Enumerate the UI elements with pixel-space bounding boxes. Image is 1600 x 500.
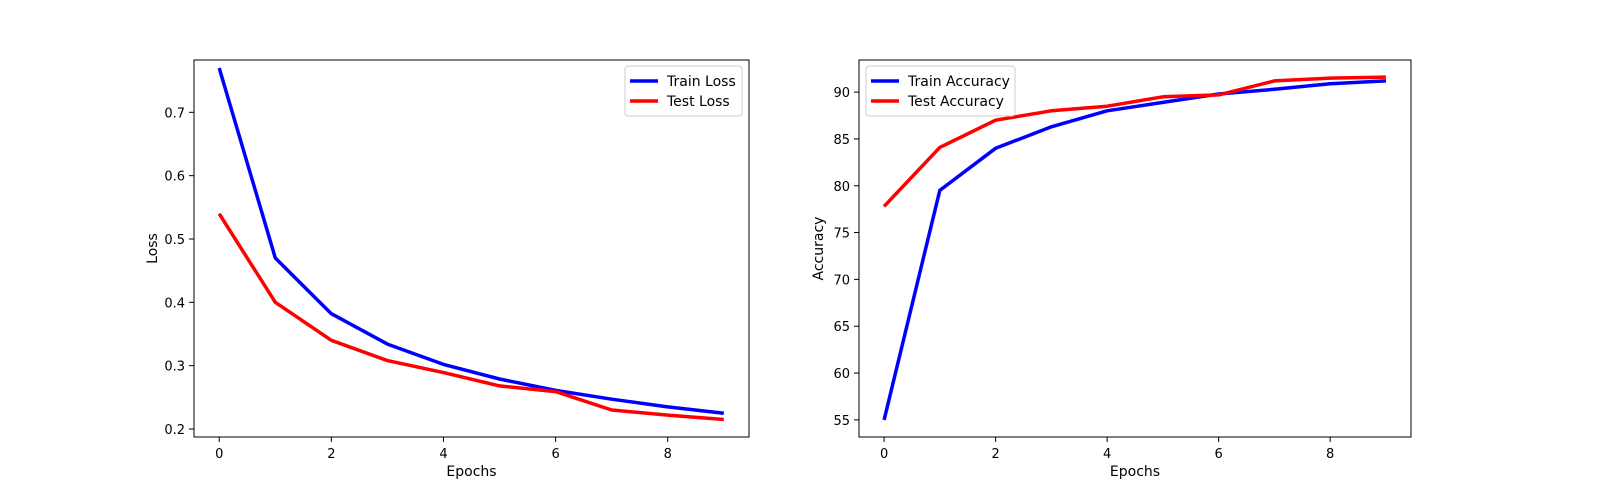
x-tick-label: 8 [664,447,672,462]
x-tick-label: 6 [551,447,559,462]
x-axis-label: Epochs [446,464,496,480]
legend-entry: Train Loss [666,74,736,90]
legend-box [624,65,743,117]
y-tick-label: 0.2 [164,423,185,438]
test-accuracy-line [882,75,1386,208]
legend-box [865,65,1016,117]
y-axis-label: Accuracy [811,217,827,281]
y-tick-label: 0.3 [164,360,185,375]
x-tick-label: 2 [327,447,335,462]
x-tick-label: 2 [991,447,999,462]
y-tick-label: 0.6 [164,170,185,185]
y-tick-label: 0.4 [164,296,185,311]
accuracy-chart: 0 2 4 6 8 55 60 65 70 75 80 85 90 Epochs Accuracy Train… [811,59,1412,480]
loss-chart: 0 2 4 6 8 0.2 0.3 0.4 0.5 0.6 0.7 Epochs Loss Train L… [145,59,750,480]
y-tick-label: 0.7 [164,106,185,121]
y-tick-label: 75 [833,227,850,242]
x-axis-label: Epochs [1110,464,1160,480]
train-loss-line [217,67,724,415]
y-tick-label: 85 [833,133,850,148]
y-tick-label: 0.5 [164,233,185,248]
x-tick-label: 0 [215,447,223,462]
y-tick-label: 60 [833,367,850,382]
y-tick-label: 80 [833,180,850,195]
x-tick-label: 8 [1326,447,1334,462]
y-tick-label: 65 [833,320,850,335]
y-tick-label: 55 [833,414,850,429]
legend-entry: Train Accuracy [907,74,1010,90]
legend-entry: Test Loss [666,94,730,110]
x-tick-label: 4 [439,447,447,462]
plot-area-frame [858,59,1412,438]
x-tick-label: 0 [880,447,888,462]
test-loss-line [217,212,724,422]
legend-entry: Test Accuracy [907,94,1004,110]
plot-area-frame [193,59,750,438]
x-tick-label: 4 [1103,447,1111,462]
y-axis-label: Loss [145,233,161,264]
train-accuracy-line [882,79,1386,421]
y-tick-label: 90 [833,86,850,101]
x-tick-label: 6 [1214,447,1222,462]
y-tick-label: 70 [833,273,850,288]
